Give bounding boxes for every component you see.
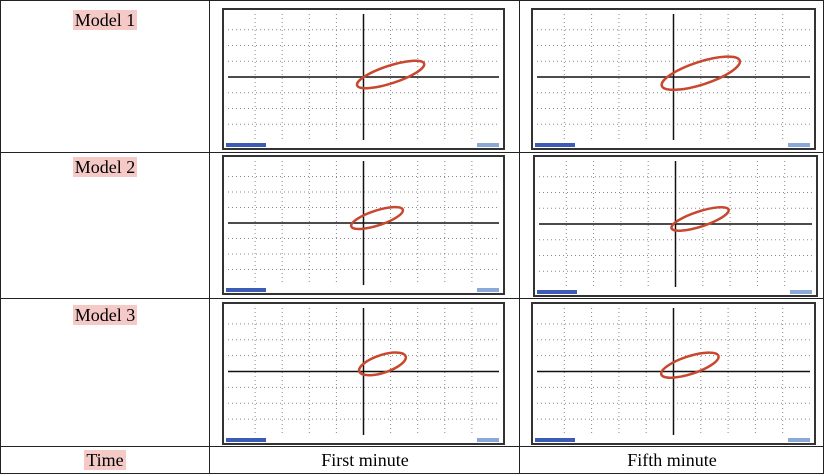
oscilloscope-image: [533, 155, 818, 297]
scope-graphic: [533, 155, 818, 297]
status-bar: [226, 288, 266, 292]
row-label: Model 3: [0, 305, 210, 326]
status-bar: [788, 143, 810, 147]
page: Model 1 Model 2 Model 3 Time First minut…: [0, 0, 824, 474]
label-text: Model 1: [73, 10, 138, 30]
oscilloscope-image: [531, 302, 816, 445]
status-bar: [226, 143, 266, 147]
status-bar: [537, 290, 577, 294]
scope-graphic: [222, 8, 505, 150]
footer-cell: Fifth minute: [520, 450, 824, 471]
status-bar: [477, 438, 499, 442]
label-text: Model 3: [73, 305, 138, 325]
status-bar: [788, 438, 810, 442]
status-bar: [226, 438, 266, 442]
status-bar: [535, 143, 575, 147]
scope-graphic: [531, 302, 816, 445]
row-label: Model 1: [0, 10, 210, 31]
status-bar: [477, 143, 499, 147]
oscilloscope-image: [222, 155, 505, 295]
oscilloscope-image: [531, 8, 816, 150]
footer-text: Time: [84, 450, 125, 470]
row-label: Model 2: [0, 157, 210, 178]
oscilloscope-image: [222, 302, 505, 445]
status-bar: [477, 288, 499, 292]
scope-graphic: [531, 8, 816, 150]
status-bar: [790, 290, 812, 294]
oscilloscope-image: [222, 8, 505, 150]
status-bar: [535, 438, 575, 442]
footer-cell: First minute: [210, 450, 520, 471]
footer-cell: Time: [0, 450, 210, 471]
label-text: Model 2: [73, 157, 138, 177]
scope-graphic: [222, 155, 505, 295]
scope-graphic: [222, 302, 505, 445]
